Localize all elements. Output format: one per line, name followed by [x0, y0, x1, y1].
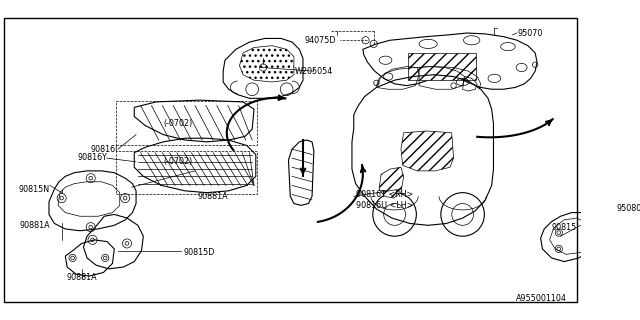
Text: 90881A: 90881A: [198, 192, 228, 201]
Text: (-0702): (-0702): [163, 157, 193, 166]
Text: 90816Y: 90816Y: [77, 153, 107, 162]
Bar: [116, 101, 257, 145]
Text: W205054: W205054: [295, 67, 333, 76]
Text: (-0702): (-0702): [163, 119, 193, 128]
Text: A955001104: A955001104: [516, 294, 567, 303]
Bar: [408, 53, 476, 80]
Text: 90816I: 90816I: [90, 145, 118, 154]
Polygon shape: [401, 131, 454, 171]
Bar: [116, 151, 257, 195]
Polygon shape: [239, 46, 294, 82]
Text: 94075D: 94075D: [304, 36, 335, 45]
Text: 90815I: 90815I: [551, 223, 579, 232]
Text: 90816T <RH>: 90816T <RH>: [356, 190, 413, 199]
Text: 90881A: 90881A: [19, 221, 50, 230]
Polygon shape: [379, 167, 404, 198]
Text: 90816U <LH>: 90816U <LH>: [356, 201, 413, 210]
Text: 90815D: 90815D: [183, 248, 214, 257]
Text: 90815N: 90815N: [19, 185, 50, 194]
Text: 95080E: 95080E: [617, 204, 640, 213]
Text: 90881A: 90881A: [67, 273, 97, 283]
Text: 95070: 95070: [517, 28, 543, 37]
